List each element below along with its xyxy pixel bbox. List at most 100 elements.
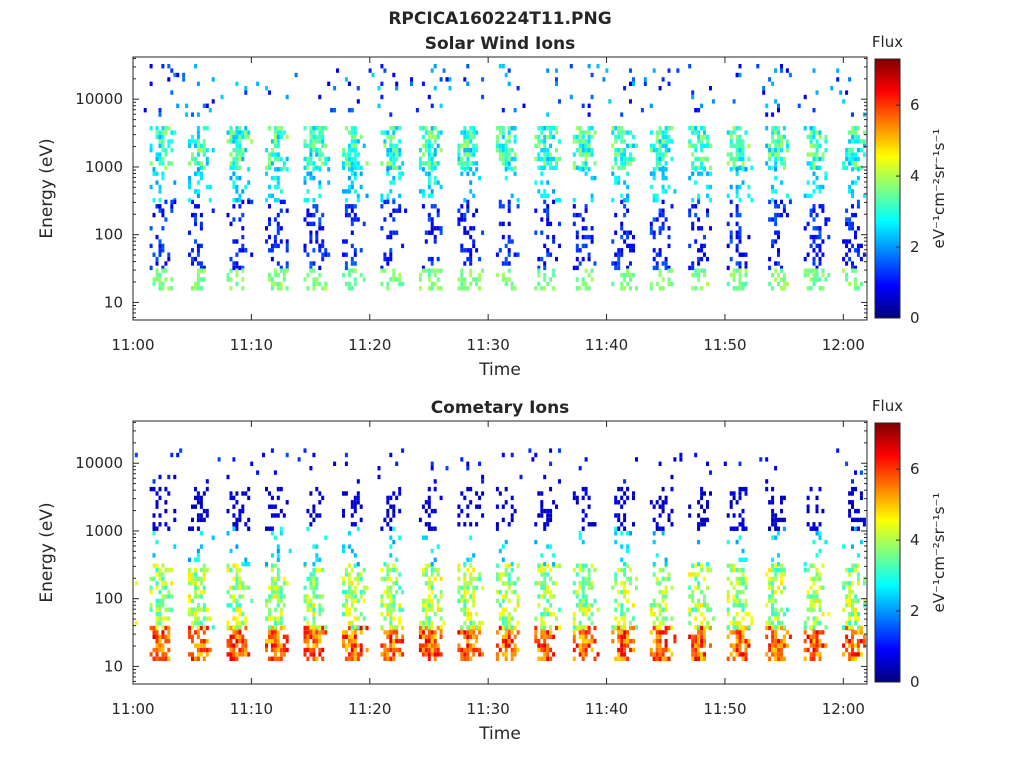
spectrogram-cell [856, 126, 860, 131]
spectrogram-cell [196, 126, 200, 131]
spectrogram-cell [188, 567, 191, 573]
spectrogram-cell [273, 126, 277, 131]
spectrogram-cell [611, 281, 615, 287]
spectrogram-cell [626, 607, 630, 612]
spectrogram-cell [475, 167, 479, 172]
spectrogram-cell [812, 256, 816, 262]
spectrogram-cell [845, 208, 849, 213]
spectrogram-cell [777, 647, 780, 653]
spectrogram-cell [235, 581, 239, 586]
spectrogram-cell [590, 152, 594, 157]
spectrogram-cell [504, 652, 508, 657]
spectrogram-cell [430, 526, 434, 531]
spectrogram-cell [543, 152, 547, 157]
spectrogram-cell [161, 594, 165, 599]
spectrogram-cell [774, 607, 778, 612]
spectrogram-cell [513, 165, 517, 170]
spectrogram-cell [466, 165, 470, 170]
spectrogram-cell [543, 134, 547, 140]
spectrogram-cell [812, 522, 816, 527]
spectrogram-cell [199, 212, 203, 218]
spectrogram-cell [342, 165, 345, 170]
spectrogram-cell [664, 630, 668, 635]
spectrogram-cell [726, 589, 730, 595]
spectrogram-cell [694, 108, 698, 113]
spectrogram-cell [244, 184, 248, 190]
spectrogram-cell [661, 652, 665, 657]
spectrogram-cell [688, 594, 692, 599]
x-tick-label: 11:20 [348, 700, 391, 718]
spectrogram-cell [572, 620, 576, 626]
spectrogram-cell [818, 243, 822, 249]
spectrogram-cell [620, 589, 624, 595]
spectrogram-cell [498, 221, 502, 227]
spectrogram-cell [620, 139, 624, 144]
spectrogram-cell [383, 603, 387, 608]
spectrogram-cell [504, 139, 508, 144]
spectrogram-cell [321, 243, 325, 249]
spectrogram-cell [389, 594, 393, 599]
spectrogram-cell [418, 126, 422, 131]
spectrogram-cell [196, 548, 200, 554]
spectrogram-cell [164, 567, 168, 573]
spectrogram-cell [732, 513, 736, 518]
spectrogram-cell [578, 148, 582, 153]
spectrogram-cell [549, 486, 553, 492]
spectrogram-cell [208, 616, 212, 621]
spectrogram-cell [238, 148, 242, 153]
spectrogram-cell [312, 639, 316, 644]
spectrogram-cell [815, 643, 819, 648]
spectrogram-cell [312, 175, 316, 181]
spectrogram-cell [602, 77, 606, 82]
spectrogram-cell [623, 594, 627, 599]
spectrogram-cell [859, 539, 863, 545]
spectrogram-cell [584, 513, 588, 518]
spectrogram-cell [268, 625, 271, 630]
spectrogram-cell [161, 647, 165, 653]
spectrogram-cell [202, 589, 206, 595]
spectrogram-cell [324, 252, 328, 257]
spectrogram-cell [202, 491, 206, 496]
spectrogram-cell [658, 226, 662, 231]
spectrogram-cell [268, 234, 271, 240]
spectrogram-cell [478, 277, 482, 282]
spectrogram-cell [191, 634, 194, 639]
spectrogram-cell [205, 625, 209, 631]
spectrogram-cell [851, 243, 854, 249]
spectrogram-cell [279, 281, 283, 287]
spectrogram-cell [768, 148, 772, 153]
spectrogram-cell [276, 156, 280, 162]
spectrogram-cell [620, 130, 624, 135]
spectrogram-cell [152, 634, 156, 639]
spectrogram-cell [161, 143, 165, 148]
spectrogram-cell [436, 212, 440, 218]
spectrogram-cell [205, 161, 209, 166]
spectrogram-cell [706, 143, 709, 148]
spectrogram-cell [457, 589, 461, 595]
spectrogram-cell [806, 272, 810, 278]
spectrogram-cell [433, 180, 437, 185]
spectrogram-cell [667, 517, 671, 523]
spectrogram-cell [549, 448, 553, 453]
spectrogram-cell [356, 598, 360, 604]
spectrogram-cell [306, 643, 310, 648]
spectrogram-cell [741, 634, 745, 639]
spectrogram-cell [691, 226, 695, 231]
spectrogram-cell [614, 526, 618, 532]
spectrogram-cell [463, 148, 467, 153]
spectrogram-cell [575, 126, 579, 131]
spectrogram-cell [457, 148, 461, 153]
spectrogram-cell [353, 161, 357, 166]
spectrogram-cell [709, 567, 712, 573]
spectrogram-cell [815, 143, 819, 148]
spectrogram-cell [315, 281, 319, 287]
spectrogram-cell [472, 647, 476, 653]
spectrogram-cell [196, 585, 200, 590]
spectrogram-cell [581, 639, 585, 644]
spectrogram-cell [575, 243, 579, 249]
spectrogram-cell [856, 156, 860, 162]
spectrogram-cell [774, 522, 778, 527]
spectrogram-cell [433, 139, 437, 144]
spectrogram-cell [558, 99, 561, 104]
spectrogram-cell [572, 634, 576, 639]
